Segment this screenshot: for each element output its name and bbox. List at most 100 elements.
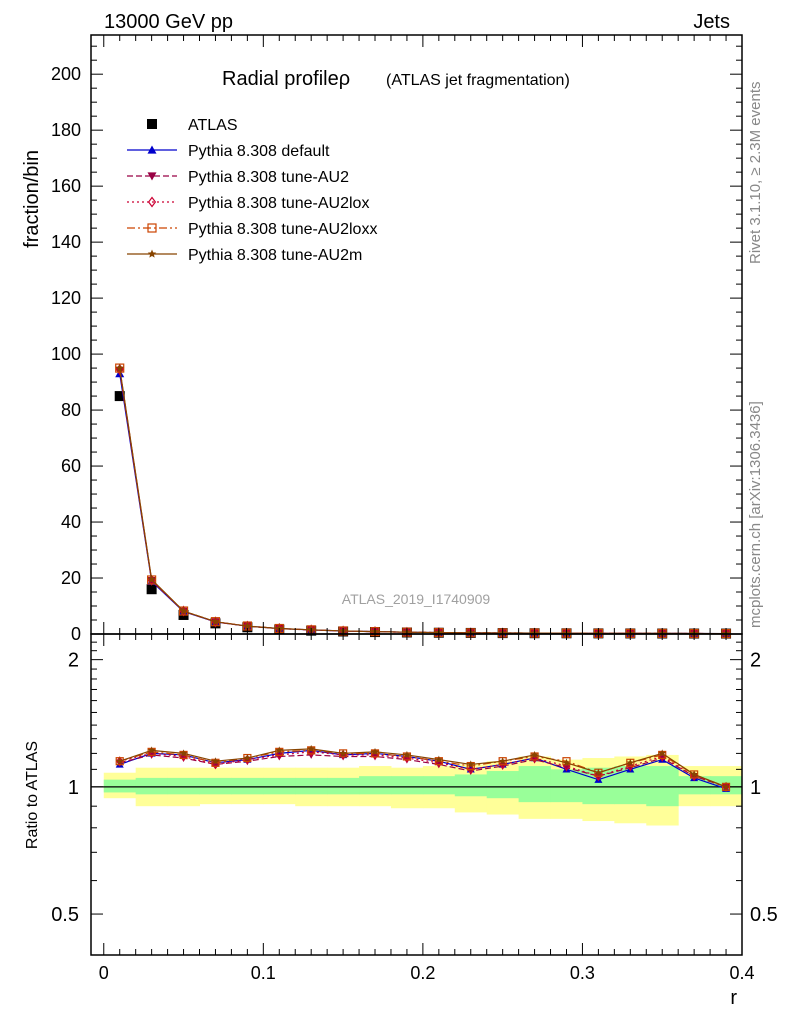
series-line xyxy=(119,751,727,788)
y-tick-label: 160 xyxy=(51,176,81,196)
legend-label: Pythia 8.308 tune-AU2loxx xyxy=(188,221,377,238)
green-band-segment xyxy=(231,777,264,795)
data-point xyxy=(435,755,443,763)
y-tick-label: 180 xyxy=(51,120,81,140)
x-tick-label: 0 xyxy=(99,963,109,983)
ratio-frame xyxy=(90,633,743,956)
green-band-segment xyxy=(454,774,488,797)
green-band-segment xyxy=(199,777,232,795)
ratio-y-tick-label-right: 1 xyxy=(750,777,761,799)
data-point xyxy=(147,145,157,154)
data-point xyxy=(275,746,284,754)
data-point xyxy=(626,758,635,767)
green-band-segment xyxy=(359,776,392,795)
main-title: Radial profileρ xyxy=(222,68,350,90)
series-line xyxy=(119,748,727,788)
data-point xyxy=(275,749,284,760)
mcplots-reference-label: mcplots.cern.ch [arXiv:1306.3436] xyxy=(747,401,764,628)
y-tick-label: 40 xyxy=(61,512,81,532)
data-point xyxy=(147,196,157,208)
data-point xyxy=(530,750,539,759)
main-y-axis-label: fraction/bin xyxy=(21,150,43,248)
data-point xyxy=(147,223,157,233)
legend-entry: Pythia 8.308 default xyxy=(127,143,330,160)
y-tick-label: 100 xyxy=(51,344,81,364)
data-point xyxy=(211,757,220,765)
green-band-segment xyxy=(295,777,328,795)
data-point xyxy=(147,172,157,181)
ratio-y-tick-label: 2 xyxy=(68,650,79,672)
legend-entry: Pythia 8.308 tune-AU2loxx xyxy=(127,221,377,238)
data-point xyxy=(179,606,188,615)
legend: ATLAS Pythia 8.308 default Pythia 8.308 tu… xyxy=(127,117,377,264)
data-point xyxy=(179,749,188,757)
green-band-segment xyxy=(486,771,520,799)
data-point xyxy=(114,391,125,402)
data-point xyxy=(147,746,156,754)
data-point xyxy=(115,363,124,372)
y-tick-label: 140 xyxy=(51,232,81,252)
green-band-segment xyxy=(390,776,424,795)
legend-entry: Pythia 8.308 tune-AU2lox xyxy=(127,195,369,212)
data-point xyxy=(307,744,315,753)
analysis-watermark: ATLAS_2019_I1740909 xyxy=(342,591,491,607)
legend-label: Pythia 8.308 tune-AU2 xyxy=(188,169,349,186)
data-point xyxy=(243,621,252,630)
y-tick-label: 120 xyxy=(51,288,81,308)
green-band-segment xyxy=(518,766,552,803)
ratio-y-tick-label-right: 0.5 xyxy=(750,904,778,926)
y-tick-label: 60 xyxy=(61,456,81,476)
data-point xyxy=(115,757,124,765)
data-point xyxy=(562,758,571,767)
legend-entry: ATLAS xyxy=(147,117,238,134)
header-process-label: Jets xyxy=(693,11,730,33)
data-point xyxy=(146,584,157,595)
data-point xyxy=(371,747,379,756)
green-band-segment xyxy=(103,779,137,793)
data-point xyxy=(498,757,507,765)
data-point xyxy=(594,768,603,776)
ratio-series-layer xyxy=(115,744,731,792)
header-energy-label: 13000 GeV pp xyxy=(104,11,233,33)
data-point xyxy=(722,782,730,791)
main-subtitle: (ATLAS jet fragmentation) xyxy=(386,72,570,89)
x-tick-label: 0.4 xyxy=(729,963,754,983)
rivet-version-label: Rivet 3.1.10, ≥ 2.3M events xyxy=(747,82,764,265)
green-band-segment xyxy=(550,769,583,803)
ratio-y-tick-label: 0.5 xyxy=(51,904,79,926)
legend-label: Pythia 8.308 default xyxy=(188,143,330,160)
green-band-segment xyxy=(327,777,360,795)
data-point xyxy=(147,249,157,258)
y-tick-label: 200 xyxy=(51,64,81,84)
data-point xyxy=(562,764,571,772)
green-band-segment xyxy=(422,776,456,795)
axes-layer: 0 20 40 60 80 100 120 140 160 180 200 0 0.1 0.2 0.3 0.4… xyxy=(51,34,778,983)
data-point xyxy=(147,574,156,584)
x-tick-label: 0.1 xyxy=(251,963,276,983)
ratio-y-tick-label: 1 xyxy=(68,777,79,799)
legend-label: Pythia 8.308 tune-AU2lox xyxy=(188,195,369,212)
green-band-segment xyxy=(646,766,679,807)
ratio-uncertainty-bands xyxy=(91,754,743,826)
green-band-segment xyxy=(263,777,296,795)
ratio-series-4 xyxy=(115,744,730,791)
legend-label: ATLAS xyxy=(188,117,238,134)
data-point xyxy=(690,770,698,778)
ratio-y-tick-label-right: 2 xyxy=(750,650,761,672)
x-tick-label: 0.3 xyxy=(570,963,595,983)
x-tick-label: 0.2 xyxy=(410,963,435,983)
data-point xyxy=(211,617,220,626)
y-tick-label: 20 xyxy=(61,568,81,588)
legend-label: Pythia 8.308 tune-AU2m xyxy=(188,247,362,264)
data-point xyxy=(403,750,411,759)
data-point xyxy=(562,757,571,766)
data-point xyxy=(658,749,667,757)
y-tick-label: 0 xyxy=(71,624,81,644)
series-line xyxy=(119,754,727,788)
green-band-segment xyxy=(135,777,169,795)
data-point xyxy=(147,119,157,129)
data-point xyxy=(467,764,475,775)
ratio-y-axis-label: Ratio to ATLAS xyxy=(24,741,41,849)
y-tick-label: 80 xyxy=(61,400,81,420)
